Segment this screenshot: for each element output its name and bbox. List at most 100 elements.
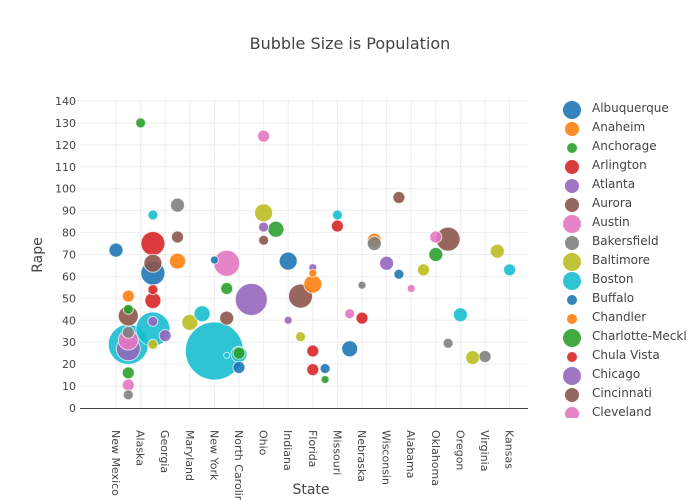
- bubble-point[interactable]: [341, 340, 359, 358]
- legend-item[interactable]: Charlotte-Meckl: [560, 328, 700, 347]
- bubble-point[interactable]: [147, 284, 159, 296]
- legend-label: Albuquerque: [592, 101, 669, 115]
- bubble-point[interactable]: [393, 268, 405, 280]
- bubble-point[interactable]: [147, 338, 159, 350]
- bubble-point[interactable]: [193, 305, 211, 323]
- bubble-point[interactable]: [121, 325, 135, 339]
- legend-item[interactable]: Atlanta: [560, 176, 700, 195]
- bubble-point[interactable]: [503, 263, 517, 277]
- bubble-point[interactable]: [478, 349, 492, 363]
- bubble-point[interactable]: [181, 313, 199, 331]
- bubble-point[interactable]: [234, 282, 268, 316]
- legend-label: Baltimore: [592, 253, 651, 267]
- legend-label: Chula Vista: [592, 348, 660, 362]
- legend-item[interactable]: Anchorage: [560, 138, 700, 157]
- bubble-point[interactable]: [258, 221, 270, 233]
- bubble-point[interactable]: [267, 220, 285, 238]
- bubble-point[interactable]: [442, 337, 454, 349]
- bubble-point[interactable]: [147, 209, 159, 221]
- x-axis-ticks: New Mexico Alaska Georgia Maryland New York N…: [109, 430, 516, 500]
- bubble-point[interactable]: [232, 360, 246, 374]
- legend-item[interactable]: Chandler: [560, 309, 700, 328]
- bubble-point[interactable]: [143, 253, 163, 273]
- bubble-point[interactable]: [429, 230, 443, 244]
- bubble-point[interactable]: [171, 230, 184, 244]
- bubble-point[interactable]: [319, 363, 331, 375]
- y-tick-label: 60: [62, 270, 76, 283]
- bubble-point[interactable]: [306, 363, 320, 377]
- bubble-point[interactable]: [295, 331, 306, 343]
- legend-item[interactable]: Arlington: [560, 157, 700, 176]
- legend-marker-icon: [563, 252, 581, 271]
- bubble-point[interactable]: [465, 350, 481, 366]
- bubble-point[interactable]: [278, 251, 298, 271]
- legend[interactable]: Albuquerque Anaheim Anchorage Arlington Atla…: [560, 100, 700, 418]
- legend-item[interactable]: Bakersfield: [560, 233, 700, 252]
- bubble-point[interactable]: [392, 190, 406, 204]
- legend-item[interactable]: Anaheim: [560, 119, 700, 138]
- bubble-point[interactable]: [379, 255, 395, 271]
- x-tick-label: Alaska: [134, 430, 147, 466]
- bubble-point[interactable]: [406, 283, 416, 293]
- y-tick-label: 10: [62, 380, 76, 393]
- bubble-point[interactable]: [220, 281, 234, 295]
- bubble-point[interactable]: [223, 351, 231, 359]
- legend-item[interactable]: Boston: [560, 271, 700, 290]
- bubble-point[interactable]: [306, 344, 320, 358]
- bubble-point[interactable]: [355, 311, 369, 325]
- legend-marker-icon: [563, 214, 581, 233]
- x-tick-label: Oklahoma: [429, 430, 442, 486]
- bubble-point[interactable]: [320, 374, 330, 384]
- y-axis-title: Rape: [30, 237, 46, 273]
- legend-marker-icon: [563, 366, 581, 385]
- bubble-point[interactable]: [169, 252, 186, 270]
- bubble-point[interactable]: [158, 329, 172, 343]
- legend-item[interactable]: Buffalo: [560, 290, 700, 309]
- bubble-point[interactable]: [257, 129, 271, 143]
- bubble-point[interactable]: [121, 366, 135, 380]
- bubble-point[interactable]: [121, 378, 135, 392]
- bubble-point[interactable]: [303, 274, 323, 294]
- bubble-point[interactable]: [258, 234, 270, 246]
- bubble-point[interactable]: [209, 255, 219, 265]
- bubble-point[interactable]: [452, 307, 468, 323]
- y-tick-label: 40: [62, 314, 76, 327]
- bubble-point[interactable]: [135, 117, 147, 129]
- bubble-point[interactable]: [357, 280, 367, 290]
- legend-marker-icon: [565, 235, 579, 250]
- bubble-point[interactable]: [344, 308, 356, 320]
- bubble-point[interactable]: [140, 231, 166, 257]
- legend-label: Arlington: [592, 158, 647, 172]
- bubble-point[interactable]: [254, 203, 274, 223]
- bubble-point[interactable]: [232, 346, 246, 360]
- bubble-point[interactable]: [417, 263, 430, 277]
- legend-marker-icon: [565, 159, 579, 174]
- bubble-point[interactable]: [366, 236, 382, 252]
- bubble-point[interactable]: [122, 389, 134, 401]
- bubble-point[interactable]: [170, 197, 185, 213]
- bubble-point[interactable]: [219, 310, 235, 326]
- bubble-point[interactable]: [213, 249, 241, 277]
- bubble-point[interactable]: [489, 243, 505, 259]
- x-tick-label: Oregon: [453, 430, 466, 470]
- y-axis-ticks: 0 10 20 30 40 50 60 70 80 90 100 110 120 130 140: [55, 95, 76, 415]
- bubble-point[interactable]: [308, 268, 318, 278]
- legend-item[interactable]: Albuquerque: [560, 100, 700, 119]
- bubble-point[interactable]: [121, 289, 135, 303]
- legend-item[interactable]: Baltimore: [560, 252, 700, 271]
- legend-item[interactable]: Aurora: [560, 195, 700, 214]
- bubble-point[interactable]: [147, 315, 159, 327]
- legend-label: Anchorage: [592, 139, 657, 153]
- bubble-point[interactable]: [428, 247, 444, 262]
- legend-item[interactable]: Chicago: [560, 366, 700, 385]
- legend-item[interactable]: Cincinnati: [560, 385, 700, 404]
- bubble-point[interactable]: [283, 315, 293, 325]
- bubble-point[interactable]: [108, 242, 124, 258]
- legend-marker-icon: [563, 100, 581, 119]
- bubble-point[interactable]: [331, 209, 343, 221]
- legend-item[interactable]: Cleveland: [560, 404, 700, 418]
- legend-item[interactable]: Austin: [560, 214, 700, 233]
- bubble-point[interactable]: [330, 219, 344, 233]
- legend-item[interactable]: Chula Vista: [560, 347, 700, 366]
- bubble-point[interactable]: [122, 303, 134, 315]
